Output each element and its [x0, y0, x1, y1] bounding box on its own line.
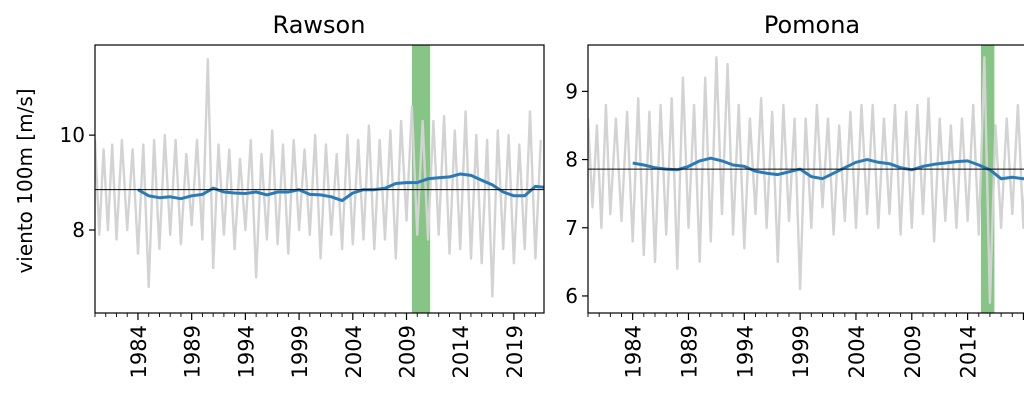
plot-area: [95, 45, 544, 313]
x-tick-label: 1994: [234, 325, 258, 378]
plot-area: [588, 45, 1024, 313]
axis-ticks: 8 10 1984 1989 1994 1999 2004 2009 2014 2019: [60, 123, 536, 378]
y-tick-label: 6: [565, 284, 578, 308]
x-tick-label: 2009: [396, 325, 420, 378]
x-tick-label: 2014: [957, 325, 981, 378]
y-tick-label: 7: [565, 216, 578, 240]
chart-title: Rawson: [273, 11, 366, 39]
x-tick-label: 2004: [342, 325, 366, 378]
x-tick-label: 1989: [678, 325, 702, 378]
axes-frame: [94, 44, 545, 314]
series-running-mean-line: [137, 172, 544, 203]
x-tick-label: 1984: [622, 325, 646, 378]
series-monthly-line: [588, 56, 1024, 304]
y-tick-label: 10: [60, 123, 85, 147]
axes-frame: [587, 44, 1024, 314]
y-tick-label: 9: [565, 79, 578, 103]
chart-title: Pomona: [764, 11, 860, 39]
axis-ticks: 6 7 8 9 1984 1989 1994 1999 2004 2009 2014: [565, 79, 1024, 378]
x-tick-label: 2014: [449, 325, 473, 378]
x-tick-label: 1994: [733, 325, 757, 378]
x-tick-label: 1999: [789, 325, 813, 378]
y-tick-label: 8: [565, 148, 578, 172]
x-tick-label: 1999: [288, 325, 312, 378]
x-tick-label: 2004: [845, 325, 869, 378]
x-tick-label: 1989: [181, 325, 205, 378]
panel-rawson: Rawson viento 100m [m/s] 8 10 1984 1989 1994…: [13, 11, 545, 378]
panel-pomona: Pomona 6 7 8 9 1984 1989 1994 1999 2004 2009 2014: [565, 11, 1024, 378]
x-tick-label: 2009: [901, 325, 925, 378]
x-tick-label: 1984: [127, 325, 151, 378]
series-monthly-line: [95, 58, 542, 298]
series-running-mean-line: [632, 156, 1024, 181]
y-tick-label: 8: [72, 218, 85, 242]
y-axis-label: viento 100m [m/s]: [13, 88, 37, 273]
x-tick-label: 2019: [503, 325, 527, 378]
